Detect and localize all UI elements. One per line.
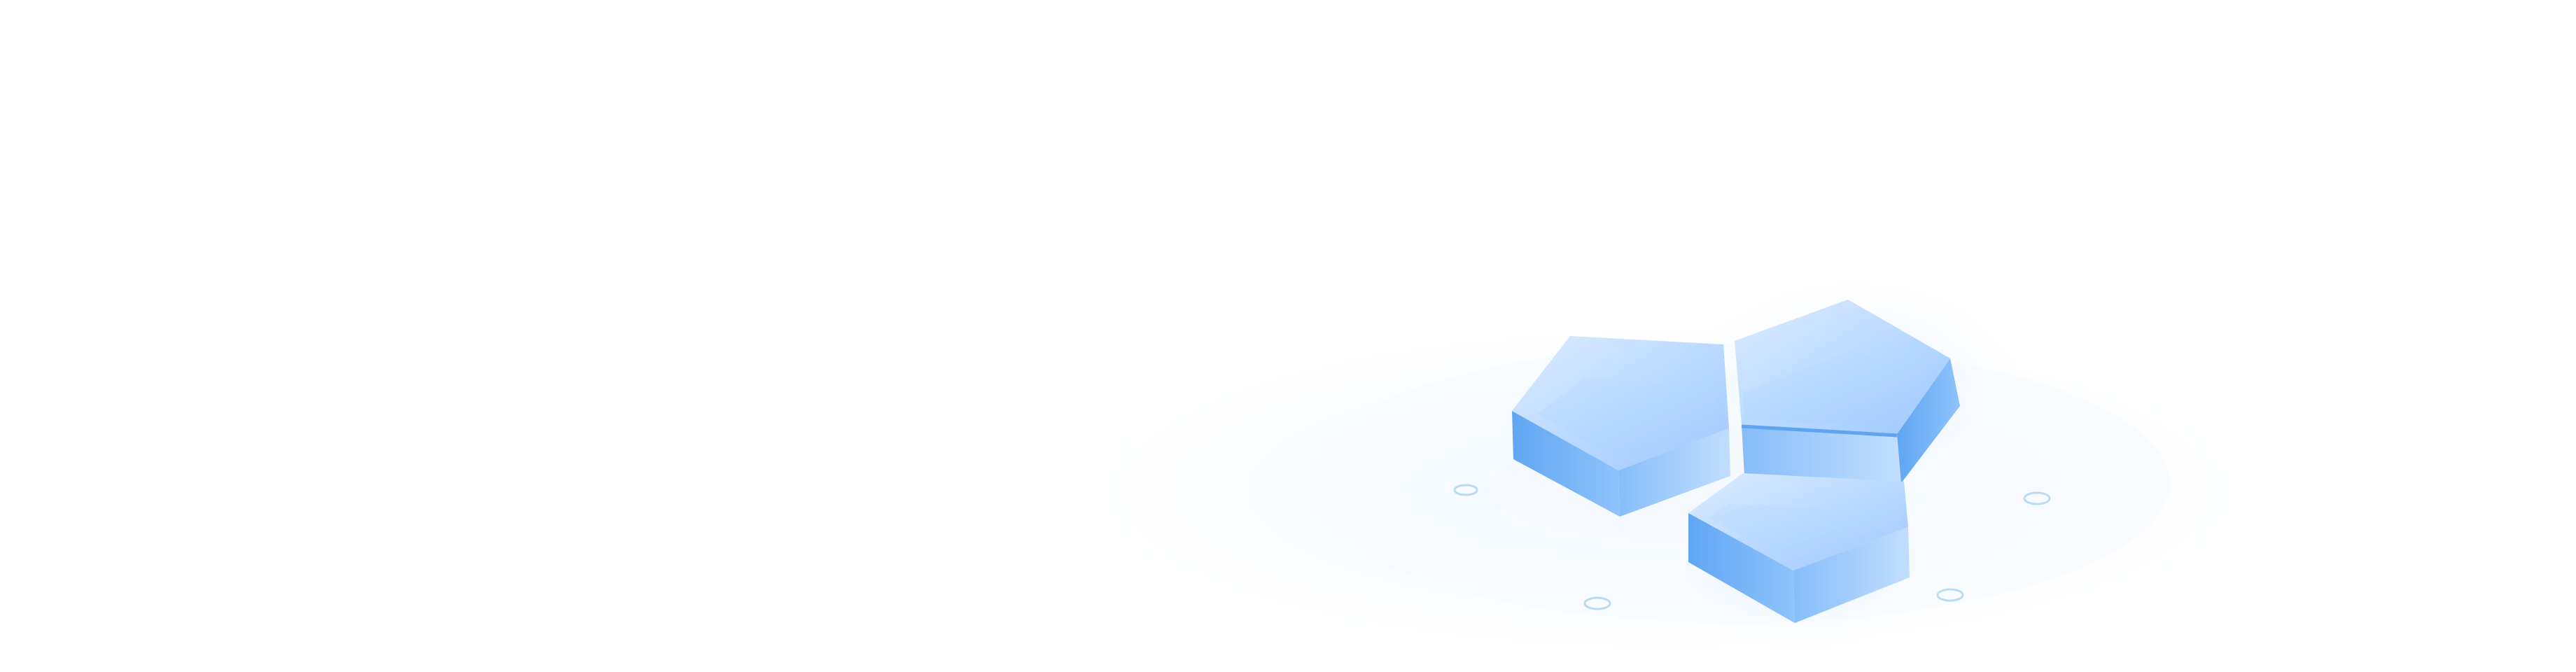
tile-right-top-inner xyxy=(1743,350,1932,426)
hexagon-tile-left xyxy=(1512,336,1730,517)
tile-left-side-front xyxy=(1512,411,1620,517)
hexagon-tile-bottom xyxy=(1688,473,1910,623)
tile-bottom-side-front xyxy=(1688,513,1795,623)
tile-right-edge-highlight xyxy=(1741,424,1898,438)
tile-left-top-inner xyxy=(1537,378,1719,460)
pillar-base-6 xyxy=(2023,491,2051,505)
pillar-base-2 xyxy=(1583,596,1611,610)
pillar-base-1 xyxy=(1453,484,1478,496)
hexagon-tile-right xyxy=(1735,300,1960,483)
tile-right-side-front xyxy=(1742,425,1901,483)
tile-bottom-top-inner xyxy=(1708,504,1903,564)
tile-left-side-right xyxy=(1618,428,1730,517)
tile-bottom-side-right xyxy=(1793,527,1910,623)
tile-right-side-right xyxy=(1897,358,1960,483)
